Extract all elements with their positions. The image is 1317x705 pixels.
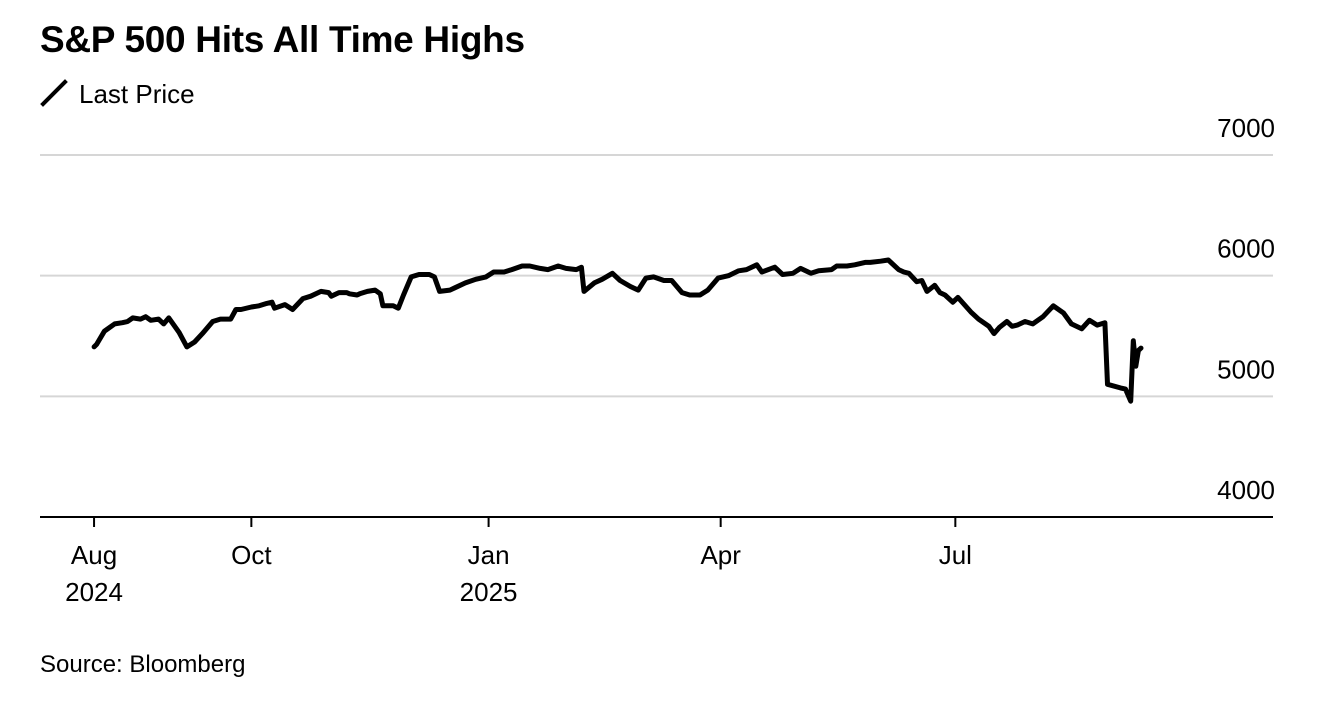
y-tick-label-7000: 7000 — [1217, 113, 1275, 143]
x-tick-label-apr: Apr — [700, 540, 741, 570]
legend-label: Last Price — [79, 79, 195, 109]
line-series-icon — [40, 79, 68, 107]
y-tick-label-6000: 6000 — [1217, 234, 1275, 264]
y-tick-label-5000: 5000 — [1217, 354, 1275, 384]
series-line-last-price — [91, 257, 1144, 404]
x-tick-label-jan: Jan — [468, 540, 510, 570]
x-tick-label-aug: Aug — [71, 540, 117, 570]
source-note: Source: Bloomberg — [40, 651, 246, 678]
x-tick-year-label-2024: 2024 — [65, 577, 123, 607]
y-tick-label-4000: 4000 — [1217, 475, 1275, 505]
x-tick-label-jul: Jul — [939, 540, 972, 570]
chart-title: S&P 500 Hits All Time Highs — [40, 19, 525, 60]
x-tick-label-oct: Oct — [231, 540, 272, 570]
legend: Last Price — [40, 78, 195, 110]
x-tick-year-label-2025: 2025 — [460, 577, 518, 607]
